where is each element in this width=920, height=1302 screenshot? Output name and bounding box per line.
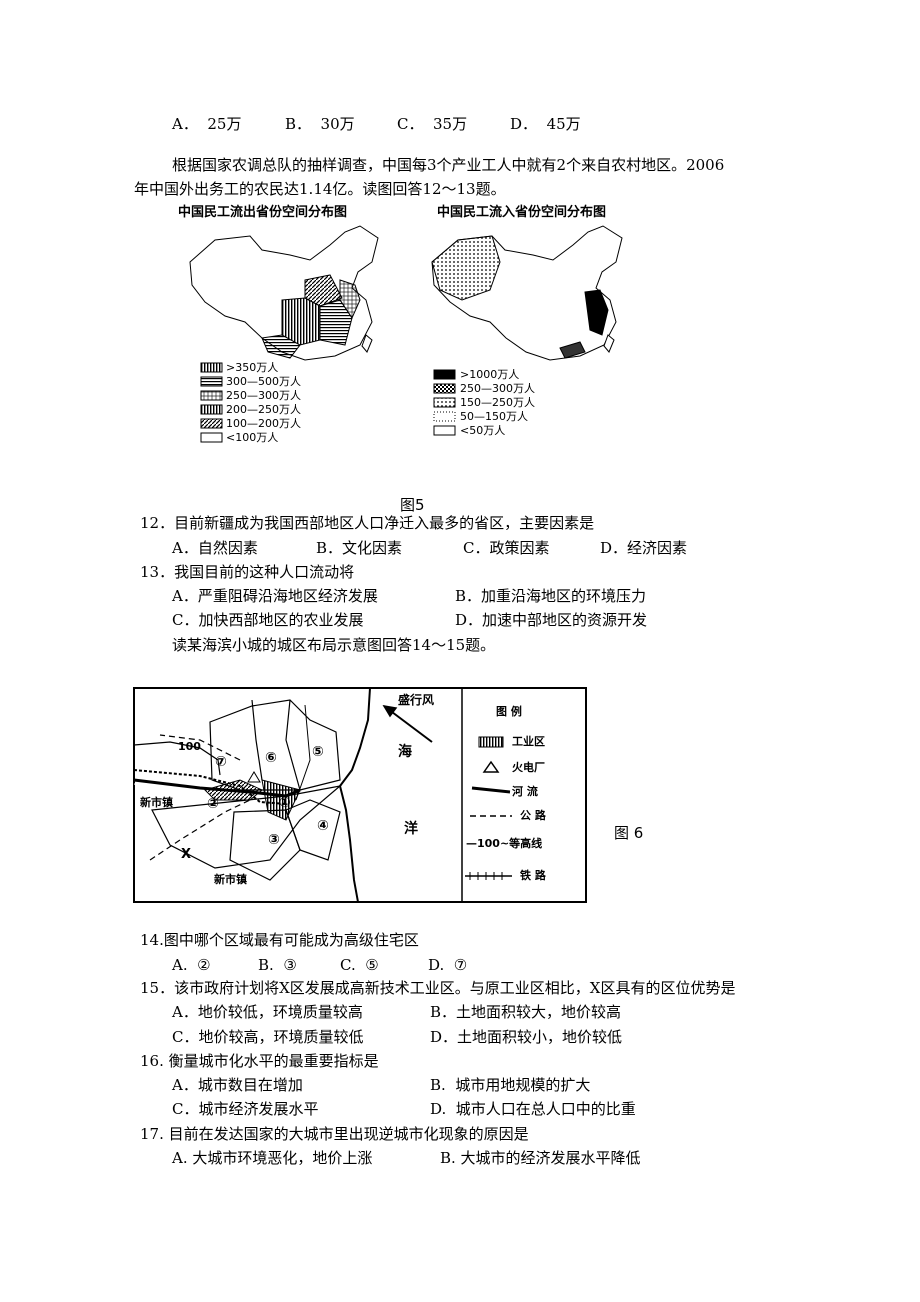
paragraph-line: 年中国外出务工的农民达1.14亿。读图回答12～13题。 [134,180,506,198]
map-title: 中国民工流入省份空间分布图 [437,205,607,220]
option: D. 城市人口在总人口中的比重 [430,1100,636,1118]
legend-label: 铁 路 [520,869,546,882]
legend-label: 200—250万人 [226,403,301,416]
legend-label: 100—200万人 [226,417,301,430]
option: D． 45万 [510,115,581,133]
zone-label: ④ [317,818,329,834]
option: A．严重阻碍沿海地区经济发展 [172,587,378,605]
paragraph-line: 根据国家农调总队的抽样调查，中国每3个产业工人中就有2个来自农村地区。2006 [172,156,725,174]
zone-label: ② [207,796,219,812]
map-inflow [431,225,623,361]
question-stem: 16. 衡量城市化水平的最重要指标是 [140,1052,379,1070]
option: A. 大城市环境恶化，地价上涨 [172,1149,373,1167]
legend-label: <50万人 [460,424,506,437]
option: A． 25万 [172,115,242,133]
figure-caption: 图 6 [614,824,644,842]
zone-label: ① [279,795,291,811]
question-stem: 17. 目前在发达国家的大城市里出现逆城市化现象的原因是 [140,1125,529,1143]
map-title: 中国民工流出省份空间分布图 [178,205,348,220]
map-outflow [189,225,379,361]
legend-swatches-in [433,369,456,436]
legend-label: 50—150万人 [460,410,528,423]
legend-label: >1000万人 [460,368,520,381]
paragraph: 读某海滨小城的城区布局示意图回答14～15题。 [172,636,496,654]
legend-label: 300—500万人 [226,375,301,388]
option: B. 城市用地规模的扩大 [430,1076,591,1094]
map-label: 海 [398,744,412,760]
option: D．土地面积较小，地价较低 [430,1028,623,1046]
option: C．城市经济发展水平 [172,1100,319,1118]
question-stem: 12．目前新疆成为我国西部地区人口净迁入最多的省区，主要因素是 [140,514,595,532]
legend-title: 图 例 [496,705,522,718]
question-stem: 15．该市政府计划将X区发展成高新技术工业区。与原工业区相比，X区具有的区位优势… [140,979,736,997]
option: C．地价较高，环境质量较低 [172,1028,364,1046]
option: A．城市数目在增加 [172,1076,303,1094]
zone-label: ③ [268,832,280,848]
legend-label: 河 流 [512,785,538,798]
map-label: X [181,847,192,862]
city-map [133,687,587,903]
option: D．经济因素 [600,539,688,557]
option: B．文化因素 [316,539,403,557]
question-stem: 13．我国目前的这种人口流动将 [140,563,355,581]
map-label: 100 [178,740,201,753]
option: A．自然因素 [172,539,258,557]
option: B. ③ [258,956,297,974]
zone-label: ⑦ [215,754,227,770]
option: C．政策因素 [463,539,550,557]
option: B. 大城市的经济发展水平降低 [440,1149,641,1167]
figure-caption: 图5 [400,496,425,514]
legend-label: 工业区 [512,735,545,748]
legend-label: 250—300万人 [226,389,301,402]
zone-label: ⑤ [312,744,324,760]
legend-label: >350万人 [226,361,279,374]
option: C. ⑤ [340,956,379,974]
option: A．地价较低，环境质量较高 [172,1003,363,1021]
option: C．加快西部地区的农业发展 [172,611,364,629]
legend-label: —100~等高线 [466,837,543,850]
option: B．土地面积较大，地价较高 [430,1003,622,1021]
map-label: 洋 [404,821,418,837]
option: D．加速中部地区的资源开发 [455,611,648,629]
zone-label: ⑥ [265,750,277,766]
legend-swatches-out [200,362,223,443]
legend-label: 150—250万人 [460,396,535,409]
question-stem: 14.图中哪个区域最有可能成为高级住宅区 [140,931,419,949]
legend-label: 公 路 [520,809,546,822]
option: C． 35万 [397,115,468,133]
option: B．加重沿海地区的环境压力 [455,587,647,605]
map-label: 新市镇 [140,796,173,809]
legend-label: 火电厂 [512,761,545,774]
map-label: 盛行风 [398,693,435,707]
legend-label: 250—300万人 [460,382,535,395]
option: A. ② [172,956,211,974]
legend-label: <100万人 [226,431,279,444]
option: D. ⑦ [428,956,468,974]
option: B． 30万 [285,115,355,133]
map-label: 新市镇 [214,873,247,886]
